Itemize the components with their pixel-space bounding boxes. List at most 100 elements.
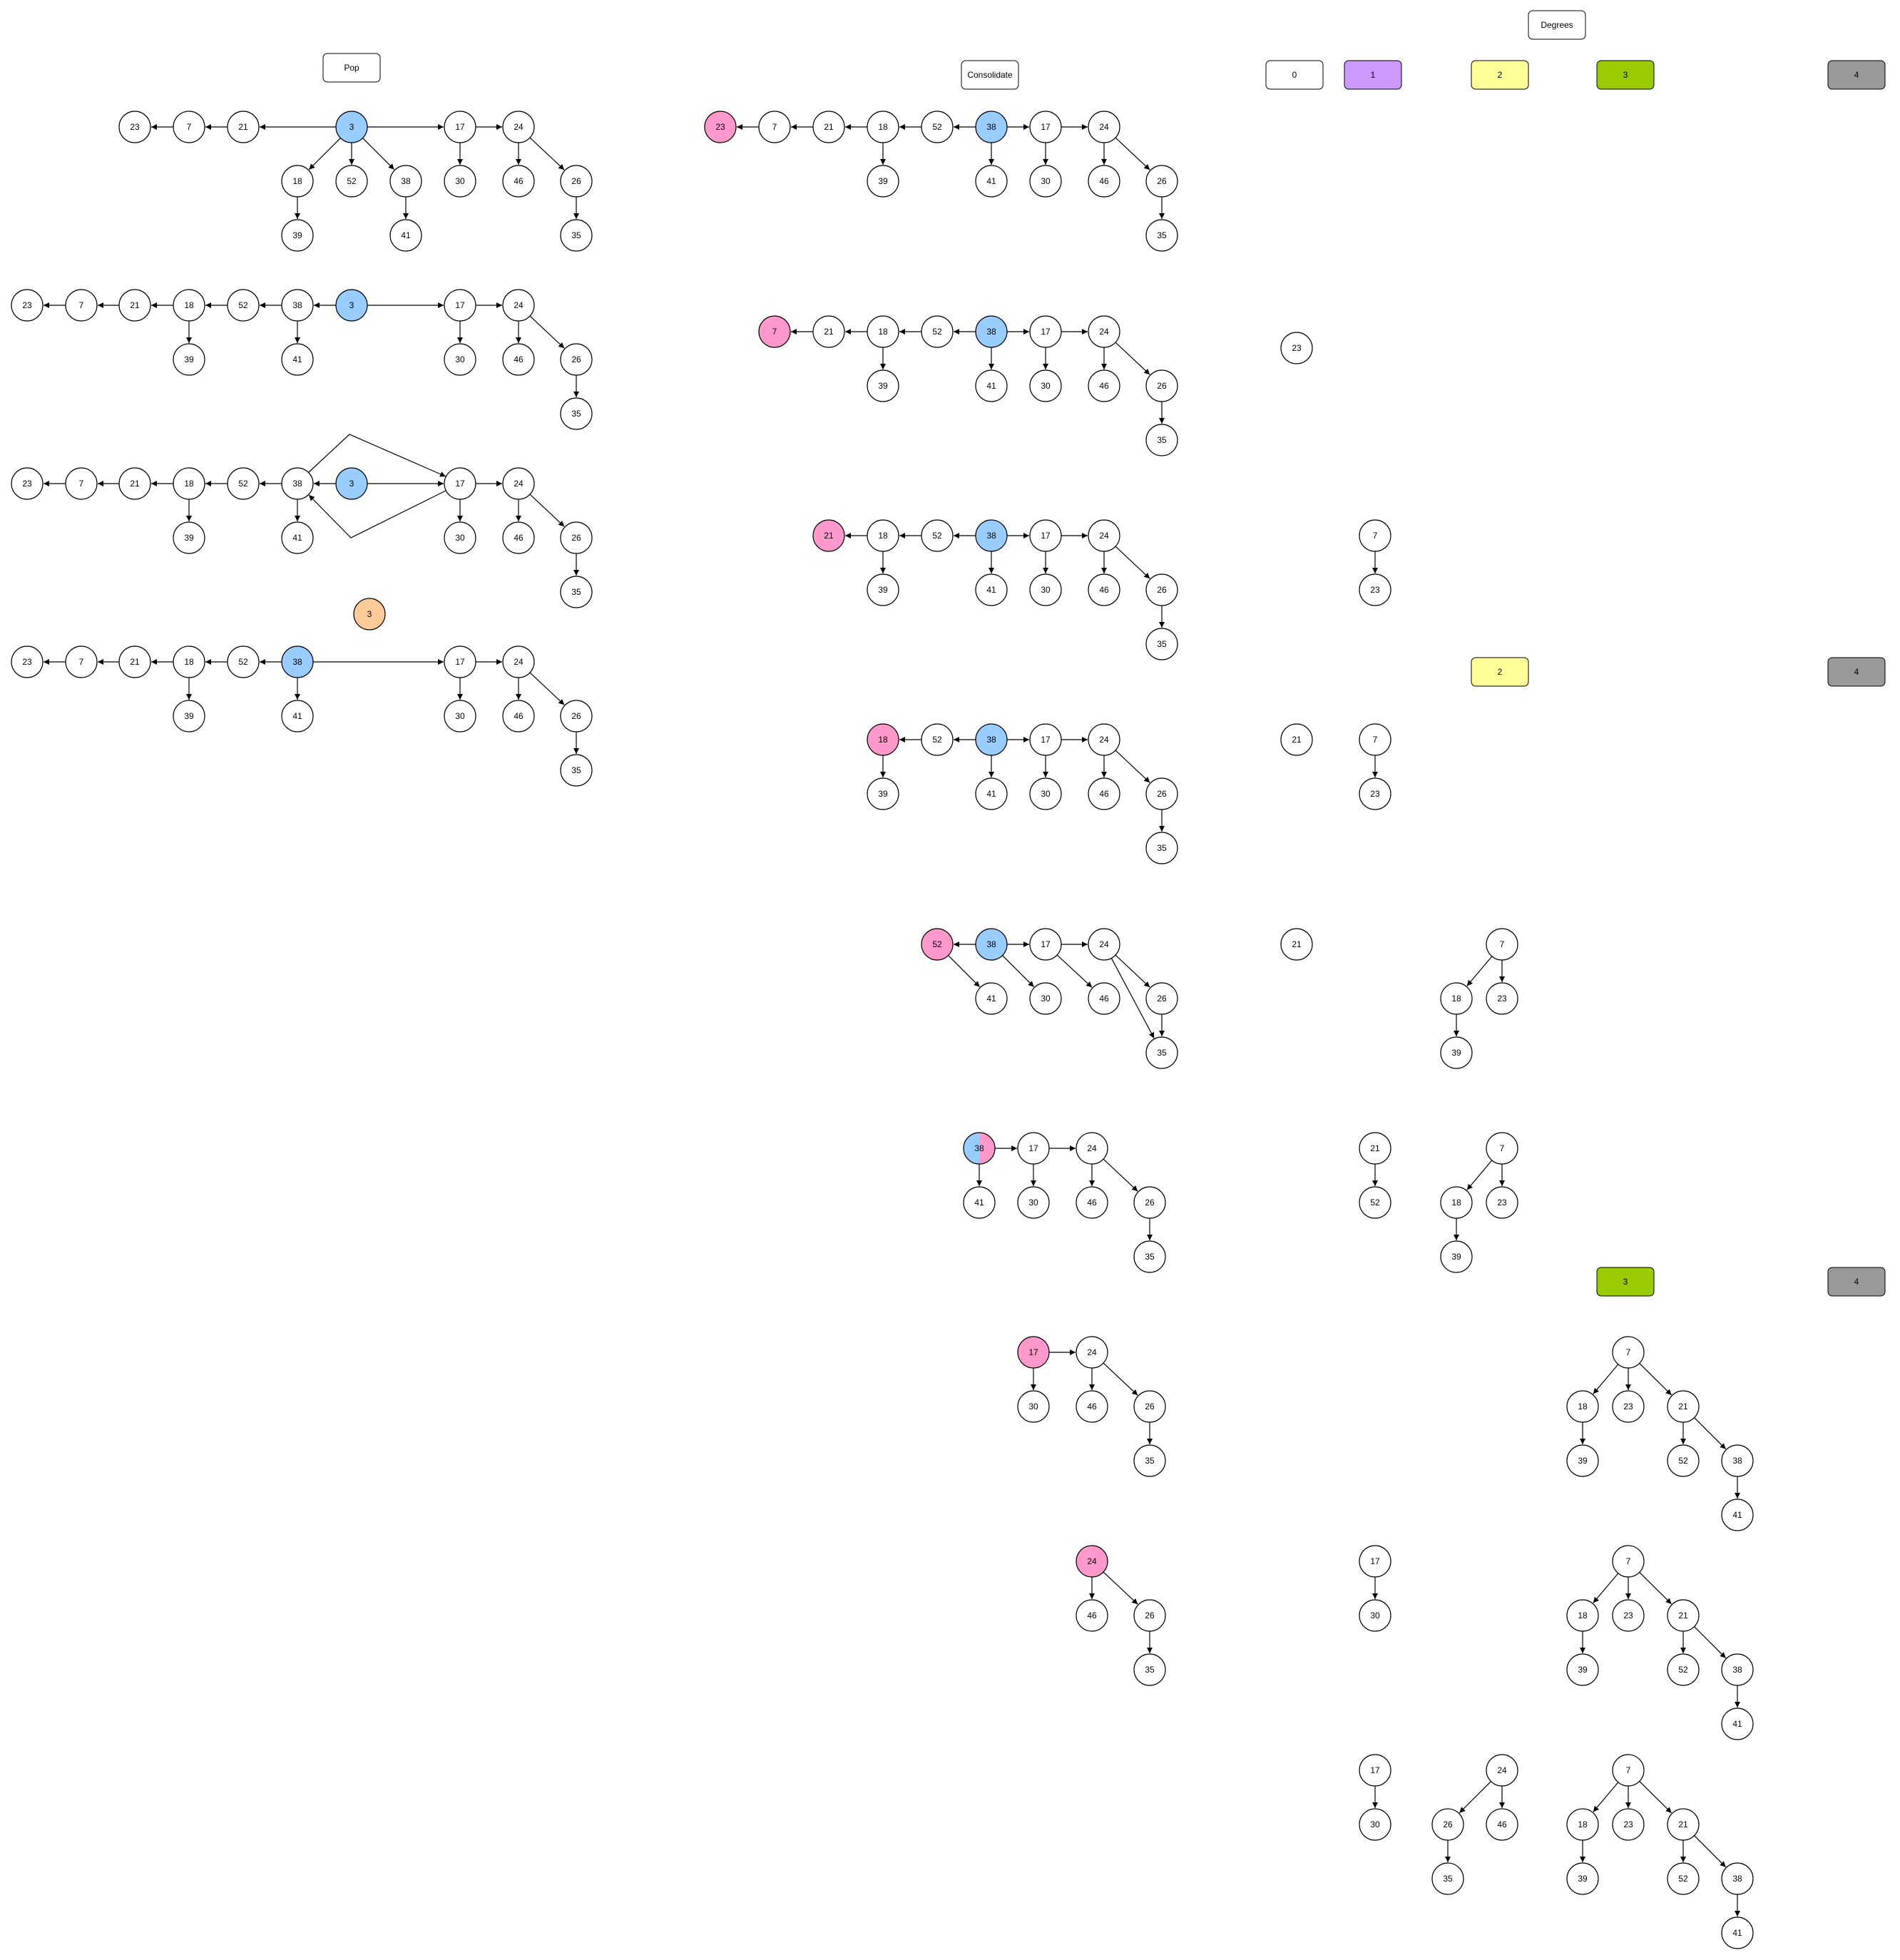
node-24: 24 [1088, 928, 1120, 961]
node-38: 38 [1721, 1862, 1754, 1895]
node-label: 35 [1145, 1252, 1155, 1262]
node-38: 38 [1721, 1444, 1754, 1477]
node-label: 41 [986, 585, 996, 595]
node-17: 17 [1029, 315, 1062, 348]
node-26: 26 [1145, 165, 1178, 198]
node-label: 38 [986, 122, 996, 132]
node-24: 24 [1076, 1132, 1108, 1165]
node-label: 30 [455, 354, 465, 364]
node-label: 39 [1451, 1252, 1461, 1262]
node-7: 7 [1612, 1545, 1645, 1578]
node-label: 39 [878, 585, 888, 595]
edge [1115, 137, 1150, 170]
node-39: 39 [1566, 1862, 1599, 1895]
node-26: 26 [560, 343, 593, 376]
node-label: 46 [1087, 1402, 1097, 1412]
node-24: 24 [1486, 1754, 1518, 1787]
node-39: 39 [867, 573, 899, 606]
node-39: 39 [1440, 1036, 1473, 1069]
node-17: 17 [444, 645, 476, 678]
node-35: 35 [1133, 1240, 1166, 1273]
node-18: 18 [867, 723, 899, 756]
node-label: 18 [292, 176, 302, 186]
degree-box-3: 3 [1596, 60, 1655, 90]
node-26: 26 [1145, 369, 1178, 402]
node-label: 46 [1087, 1198, 1097, 1208]
node-label: 41 [974, 1198, 984, 1208]
node-46: 46 [1088, 369, 1120, 402]
node-label: 46 [514, 354, 523, 364]
node-label: 39 [878, 176, 888, 186]
degree-box-3-label: 3 [1623, 1277, 1628, 1287]
node-label: 35 [1157, 639, 1167, 649]
node-30: 30 [1359, 1599, 1391, 1632]
node-label: 30 [1028, 1402, 1038, 1412]
node-label: 18 [1578, 1402, 1588, 1412]
degree-box-3-label: 3 [1623, 70, 1628, 80]
node-30: 30 [1017, 1390, 1050, 1423]
node-label: 23 [1623, 1819, 1633, 1829]
node-label: 24 [1099, 939, 1109, 949]
edge [1115, 342, 1150, 375]
degree-box-0: 0 [1265, 60, 1324, 90]
node-label: 38 [1732, 1874, 1742, 1884]
node-label: 7 [1626, 1347, 1631, 1357]
heading-consolidate-label: Consolidate [967, 70, 1013, 80]
node-label: 18 [1451, 994, 1461, 1004]
node-label: 30 [1370, 1819, 1380, 1829]
node-18: 18 [867, 315, 899, 348]
node-label: 41 [292, 354, 302, 364]
node-label: 17 [1041, 735, 1051, 745]
node-label: 7 [187, 122, 192, 132]
node-30: 30 [1029, 982, 1062, 1015]
node-21: 21 [227, 111, 260, 143]
node-label: 38 [974, 1143, 984, 1153]
node-label: 18 [1578, 1611, 1588, 1620]
node-18: 18 [173, 467, 205, 500]
node-label: 18 [878, 122, 888, 132]
node-30: 30 [444, 521, 476, 554]
node-label: 41 [986, 381, 996, 391]
node-52: 52 [227, 645, 260, 678]
node-24: 24 [502, 289, 535, 322]
node-23: 23 [1486, 1186, 1518, 1219]
node-label: 39 [184, 533, 194, 543]
node-35: 35 [1145, 219, 1178, 252]
edge [1694, 1417, 1727, 1450]
node-24: 24 [502, 111, 535, 143]
node-18: 18 [281, 165, 314, 198]
node-26: 26 [560, 700, 593, 733]
node-18: 18 [173, 289, 205, 322]
node-18: 18 [1440, 982, 1473, 1015]
node-35: 35 [1431, 1862, 1464, 1895]
node-52: 52 [1667, 1653, 1700, 1686]
node-label: 46 [1087, 1611, 1097, 1620]
node-26: 26 [1133, 1186, 1166, 1219]
node-label: 39 [1578, 1456, 1588, 1466]
node-label: 3 [349, 122, 354, 132]
node-label: 52 [238, 300, 248, 310]
node-label: 52 [932, 531, 942, 541]
node-21: 21 [812, 519, 845, 552]
node-23: 23 [1612, 1808, 1645, 1841]
node-label: 7 [79, 300, 84, 310]
node-21: 21 [1667, 1808, 1700, 1841]
node-label: 46 [1497, 1819, 1507, 1829]
node-52: 52 [227, 289, 260, 322]
node-label: 24 [1099, 735, 1109, 745]
node-label: 26 [571, 354, 581, 364]
node-label: 52 [238, 657, 248, 667]
node-38: 38 [281, 467, 314, 500]
edge [1466, 1160, 1493, 1190]
node-label: 18 [878, 531, 888, 541]
node-7: 7 [65, 467, 98, 500]
node-35: 35 [560, 397, 593, 430]
node-39: 39 [173, 521, 205, 554]
degree-box-1: 1 [1344, 60, 1402, 90]
node-17: 17 [1017, 1132, 1050, 1165]
node-39: 39 [173, 700, 205, 733]
node-23: 23 [11, 645, 44, 678]
node-18: 18 [1566, 1390, 1599, 1423]
node-label: 24 [1099, 327, 1109, 337]
node-label: 7 [1373, 531, 1378, 541]
